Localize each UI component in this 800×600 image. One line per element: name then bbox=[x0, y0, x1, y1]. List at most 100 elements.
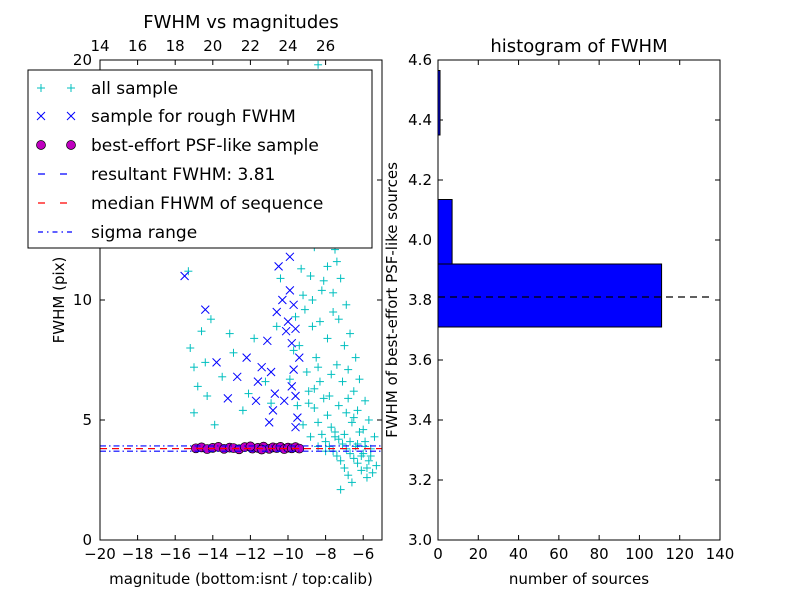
all-sample-point bbox=[306, 272, 315, 280]
all-sample-point bbox=[210, 420, 219, 429]
histogram-y-tick-label: 4.4 bbox=[408, 111, 432, 129]
all-sample-point bbox=[302, 368, 311, 376]
all-sample-point bbox=[346, 449, 355, 458]
all-sample-point bbox=[184, 267, 193, 276]
all-sample-point bbox=[317, 286, 326, 295]
all-sample-point bbox=[250, 334, 259, 343]
histogram-x-axis-label: number of sources bbox=[509, 570, 649, 588]
rough-fwhm-point bbox=[257, 362, 267, 372]
rough-fwhm-point bbox=[242, 353, 251, 362]
scatter-points bbox=[180, 60, 381, 494]
histogram-bar bbox=[438, 263, 663, 328]
all-sample-point bbox=[355, 375, 364, 384]
scatter-top-tick-labels: 14 16 18 20 22 24 26 bbox=[90, 37, 335, 55]
rough-fwhm-point bbox=[264, 418, 274, 427]
rough-fwhm-point bbox=[291, 324, 300, 334]
scatter-x-tick-label: −20 bbox=[84, 545, 116, 563]
histogram-plot-frame bbox=[437, 59, 721, 541]
histogram-x-tick-label: 40 bbox=[509, 545, 528, 563]
scatter-top-tick-label: 18 bbox=[166, 37, 185, 55]
legend-label-all-sample: all sample bbox=[91, 79, 178, 99]
histogram-x-tick-label: 60 bbox=[549, 545, 568, 563]
all-sample-point bbox=[347, 478, 356, 487]
all-sample-point bbox=[340, 464, 349, 472]
all-sample-point bbox=[201, 358, 210, 367]
all-sample-point bbox=[366, 452, 375, 460]
all-sample-point bbox=[295, 341, 304, 350]
all-sample-point bbox=[186, 344, 195, 352]
all-sample-point bbox=[353, 406, 362, 415]
all-sample-point bbox=[349, 413, 358, 422]
histogram-y-axis-label: FWHM of best-effort PSF-like sources bbox=[383, 162, 401, 438]
all-sample-point bbox=[332, 257, 341, 266]
rough-fwhm-point bbox=[289, 365, 298, 374]
all-sample-point bbox=[323, 334, 332, 343]
legend-marker-circle bbox=[36, 140, 46, 150]
all-sample-point bbox=[357, 452, 366, 460]
legend-markers bbox=[36, 84, 76, 233]
scatter-y-tick-label: 20 bbox=[73, 51, 92, 69]
rough-fwhm-point bbox=[285, 252, 295, 262]
scatter-x-tick-label: −16 bbox=[159, 545, 191, 563]
all-sample-point bbox=[347, 418, 356, 427]
rough-fwhm-point bbox=[200, 305, 210, 314]
scatter-x-tick-label: −8 bbox=[315, 545, 337, 563]
histogram-x-tick-label: 140 bbox=[706, 545, 735, 563]
legend-label-rough-fwhm: sample for rough FWHM bbox=[91, 107, 296, 127]
histogram-x-tick-label: 0 bbox=[433, 545, 443, 563]
all-sample-point bbox=[332, 360, 341, 369]
all-sample-point bbox=[357, 466, 366, 475]
all-sample-point bbox=[342, 408, 351, 417]
all-sample-point bbox=[334, 315, 343, 324]
all-sample-point bbox=[304, 399, 313, 408]
scatter-top-tick-label: 24 bbox=[278, 37, 297, 55]
all-sample-point bbox=[276, 274, 285, 283]
all-sample-point bbox=[329, 308, 338, 316]
all-sample-point bbox=[344, 471, 353, 480]
all-sample-point bbox=[372, 461, 381, 470]
all-sample-point bbox=[267, 399, 276, 408]
histogram-panel: 0 20 40 60 80 100 120 140 3.0 3.2 3.4 3.6 3.8 4.0 4.2… bbox=[383, 36, 734, 588]
all-sample-point bbox=[332, 452, 341, 460]
legend-marker-circle bbox=[66, 140, 76, 150]
rough-fwhm-point bbox=[289, 300, 298, 310]
rough-fwhm-point bbox=[293, 413, 302, 422]
legend-marker-x bbox=[66, 111, 76, 121]
legend-label-median-fwhm: median FHWM of sequence bbox=[91, 194, 323, 214]
rough-fwhm-point bbox=[223, 394, 233, 403]
histogram-y-tick-label: 4.2 bbox=[408, 171, 432, 189]
scatter-x-tick-label: −12 bbox=[235, 545, 267, 563]
all-sample-point bbox=[197, 327, 206, 336]
all-sample-point bbox=[261, 377, 270, 386]
scatter-x-tick-label: −10 bbox=[272, 545, 304, 563]
all-sample-point bbox=[340, 341, 349, 350]
rough-fwhm-point bbox=[253, 377, 263, 386]
rough-fwhm-point bbox=[180, 271, 189, 281]
all-sample-point bbox=[310, 404, 319, 412]
rough-fwhm-point bbox=[270, 389, 280, 398]
all-sample-point bbox=[293, 401, 302, 410]
all-sample-point bbox=[362, 473, 371, 482]
legend-label-resultant-fwhm: resultant FWHM: 3.81 bbox=[91, 165, 275, 185]
all-sample-point bbox=[315, 377, 324, 386]
all-sample-point bbox=[346, 329, 355, 338]
all-sample-point bbox=[338, 377, 347, 386]
scatter-title: FWHM vs magnitudes bbox=[143, 12, 338, 33]
rough-fwhm-point bbox=[283, 317, 293, 326]
rough-fwhm-point bbox=[287, 338, 297, 348]
histogram-x-tick-labels: 0 20 40 60 80 100 120 140 bbox=[433, 545, 734, 563]
all-sample-point bbox=[308, 296, 317, 304]
all-sample-point bbox=[308, 322, 317, 331]
scatter-top-tick-label: 20 bbox=[203, 37, 222, 55]
all-sample-point bbox=[300, 305, 309, 314]
all-sample-point bbox=[317, 430, 326, 439]
legend-marker-plus bbox=[67, 84, 75, 92]
all-sample-point bbox=[336, 485, 345, 494]
scatter-top-tick-label: 22 bbox=[241, 37, 260, 55]
all-sample-point bbox=[190, 408, 198, 417]
all-sample-point bbox=[190, 363, 198, 372]
all-sample-point bbox=[364, 456, 373, 465]
all-sample-point bbox=[349, 454, 358, 463]
all-sample-point bbox=[361, 437, 370, 446]
